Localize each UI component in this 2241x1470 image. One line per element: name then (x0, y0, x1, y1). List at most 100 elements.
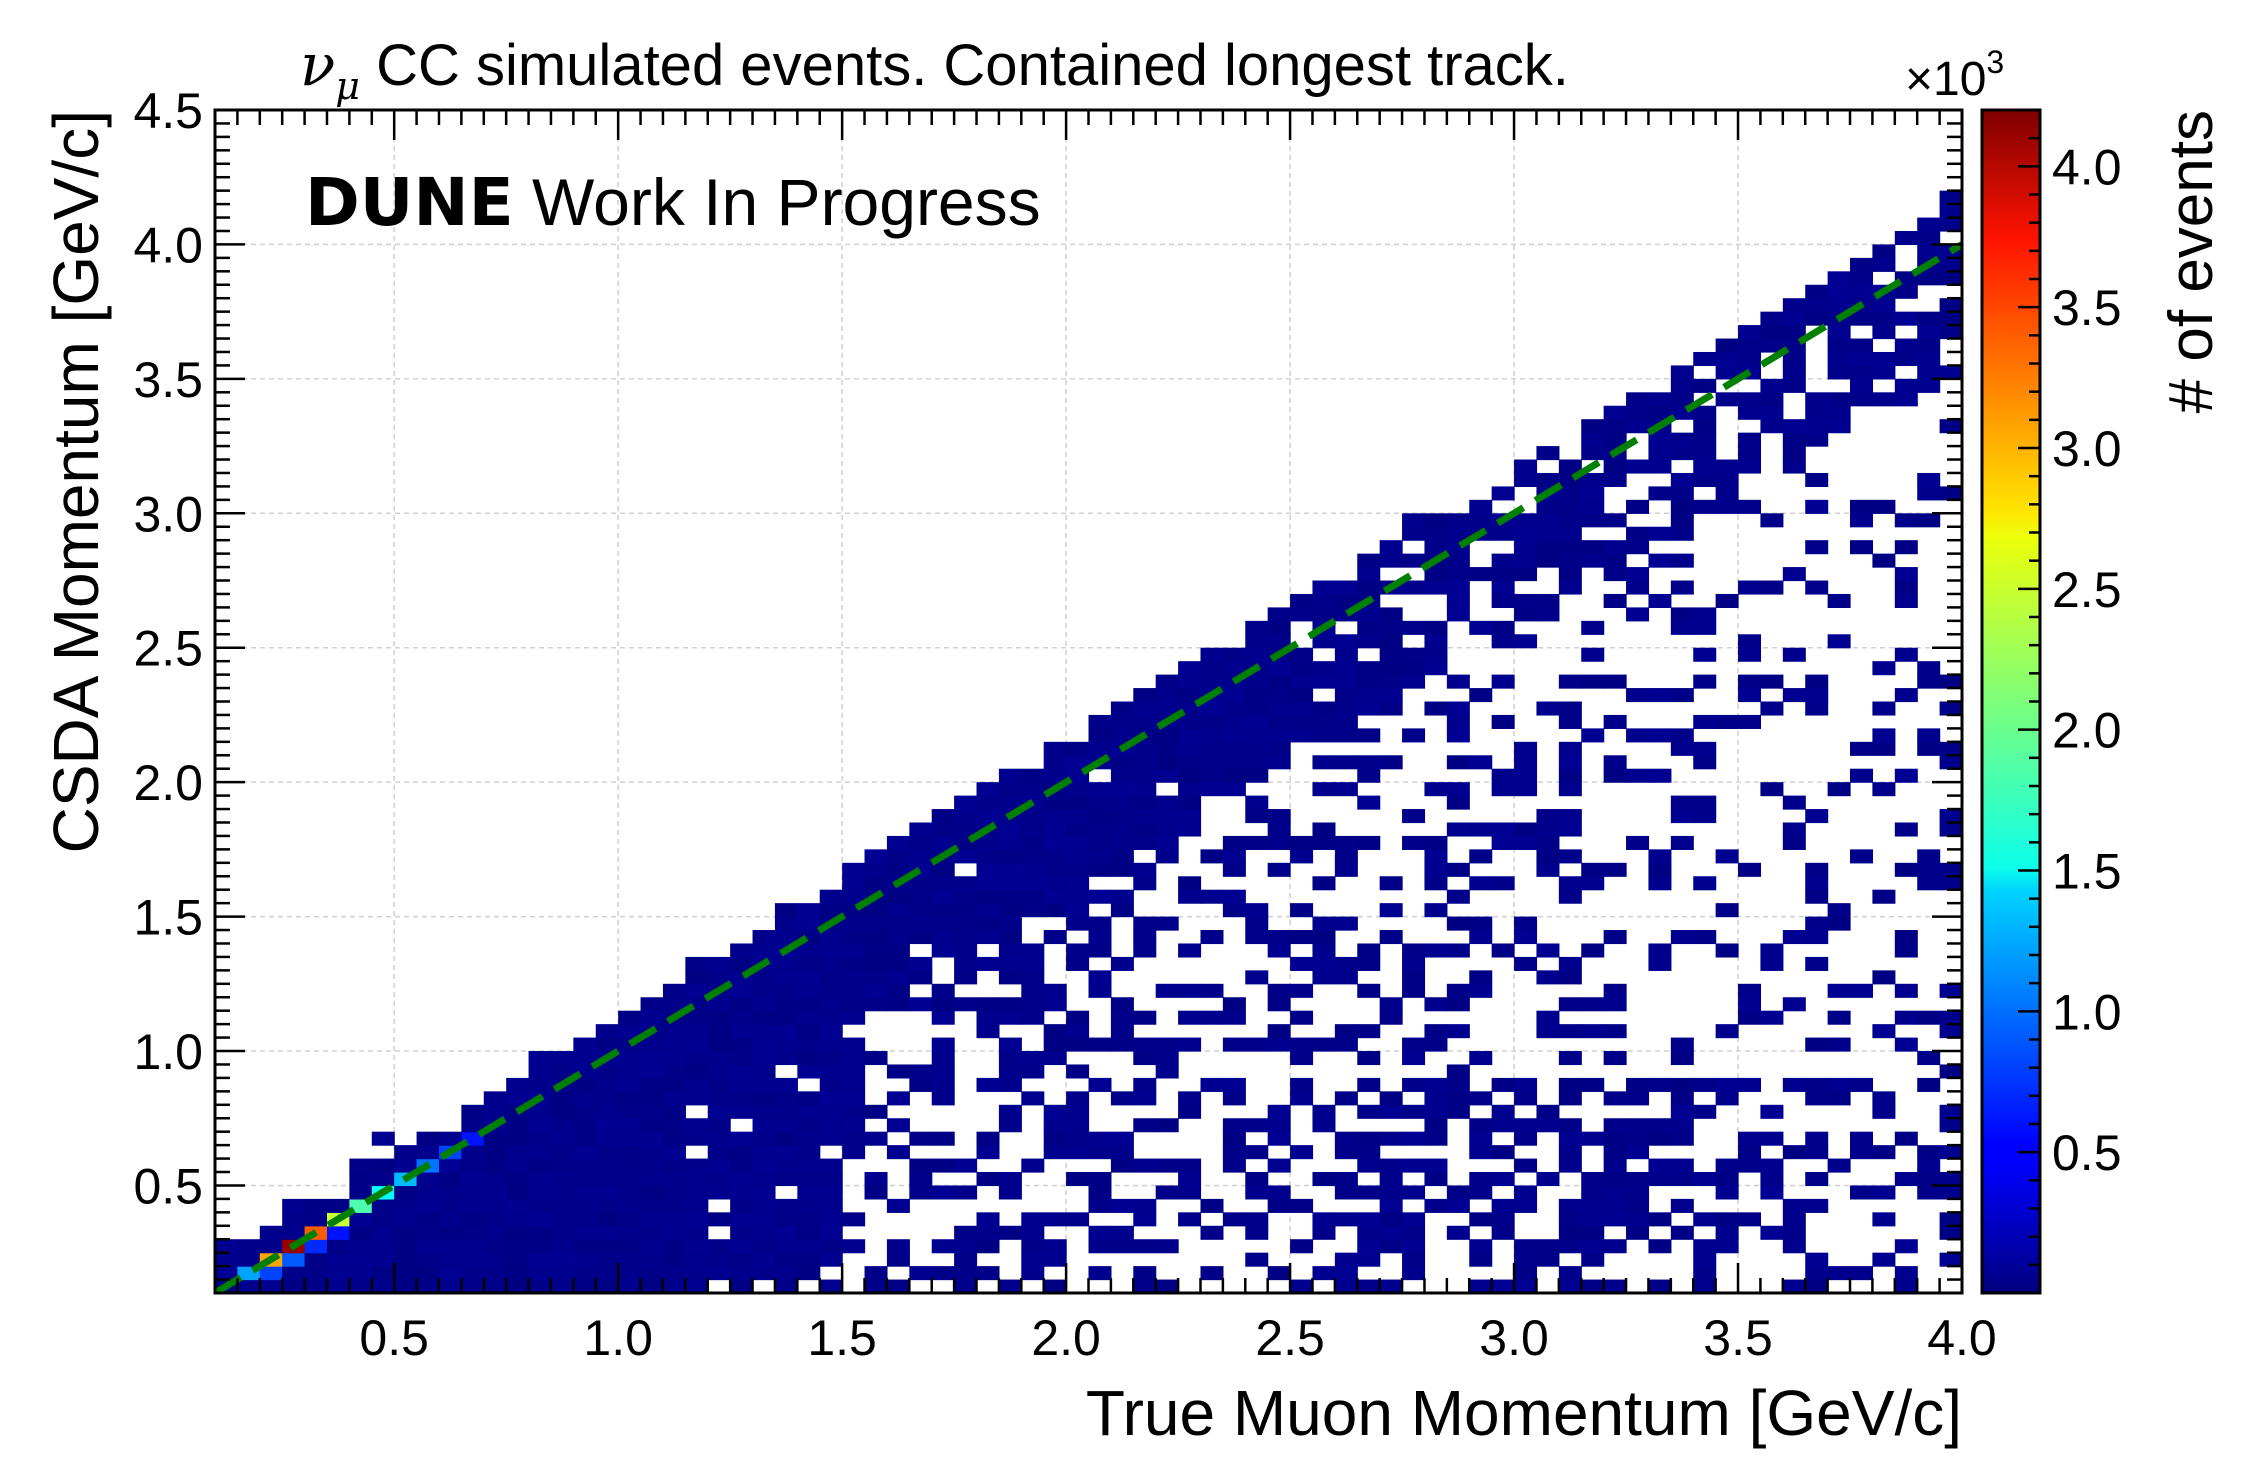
heatmap-cell (1715, 943, 1739, 958)
heatmap-cell (1133, 1279, 1157, 1293)
heatmap-cell (1110, 782, 1134, 797)
heatmap-cell (797, 1051, 821, 1066)
heatmap-cell (1155, 809, 1179, 824)
heatmap-cell (1424, 620, 1448, 635)
heatmap-cell (1446, 862, 1470, 877)
heatmap-cell (595, 1185, 619, 1200)
heatmap-cell (1088, 889, 1112, 904)
heatmap-cell (1021, 1158, 1045, 1173)
heatmap-cell (1894, 1131, 1918, 1146)
heatmap-cell (1514, 1252, 1538, 1267)
heatmap-cell (326, 1279, 350, 1293)
heatmap-cell (1805, 1252, 1829, 1267)
heatmap-cell (237, 1279, 261, 1293)
heatmap-cell (371, 1131, 395, 1146)
heatmap-cell (1312, 593, 1336, 608)
heatmap-cell (842, 1077, 866, 1092)
heatmap-cell (1290, 983, 1314, 998)
heatmap-cell (998, 1279, 1022, 1293)
heatmap-cell (797, 1091, 821, 1106)
heatmap-cell (1334, 1172, 1358, 1187)
heatmap-cell (1222, 1091, 1246, 1106)
heatmap-cell (1805, 1037, 1829, 1052)
heatmap-cell (1133, 1118, 1157, 1133)
heatmap-cell (954, 809, 978, 824)
heatmap-cell (1312, 1225, 1336, 1240)
heatmap-cell (752, 930, 776, 945)
heatmap-cell (797, 1010, 821, 1025)
heatmap-cell (1917, 1158, 1941, 1173)
heatmap-cell (1021, 997, 1045, 1012)
heatmap-cell (1222, 755, 1246, 770)
heatmap-cell (1805, 889, 1829, 904)
heatmap-cell (1693, 647, 1717, 662)
heatmap-cell (752, 1037, 776, 1052)
heatmap-cell (1558, 741, 1582, 756)
heatmap-cell (1469, 930, 1493, 945)
heatmap-cell (595, 1077, 619, 1092)
heatmap-cell (1872, 244, 1896, 259)
heatmap-cell (461, 1118, 485, 1133)
heatmap-cell (438, 1225, 462, 1240)
heatmap-cell (1043, 1051, 1067, 1066)
heatmap-cell (1066, 1037, 1090, 1052)
heatmap-cell (1402, 1225, 1426, 1240)
heatmap-cell (1222, 1037, 1246, 1052)
heatmap-cell (1648, 526, 1672, 541)
heatmap-cell (1357, 1051, 1381, 1066)
heatmap-cell (1581, 513, 1605, 528)
heatmap-cell (685, 1064, 709, 1079)
heatmap-cell (819, 1172, 843, 1187)
heatmap-cell (1782, 298, 1806, 313)
heatmap-cell (1043, 1037, 1067, 1052)
heatmap-cell (1379, 553, 1403, 568)
heatmap-cell (1693, 351, 1717, 367)
heatmap-cell (1357, 661, 1381, 676)
heatmap-cell (1536, 1118, 1560, 1133)
heatmap-cell (774, 983, 798, 998)
heatmap-cell (1850, 311, 1874, 326)
heatmap-cell (1805, 432, 1829, 447)
heatmap-cell (371, 1279, 395, 1293)
heatmap-cell (1581, 1024, 1605, 1039)
heatmap-cell (506, 1172, 530, 1187)
heatmap-cell (1872, 970, 1896, 985)
heatmap-cell (259, 1225, 283, 1240)
heatmap-cell (1200, 701, 1224, 716)
heatmap-cell (662, 1252, 686, 1267)
heatmap-cell (1536, 540, 1560, 555)
heatmap-cell (1290, 903, 1314, 918)
heatmap-cell (774, 1118, 798, 1133)
heatmap-cell (998, 835, 1022, 850)
heatmap-cell (1424, 1091, 1448, 1106)
heatmap-cell (618, 1266, 642, 1281)
heatmap-cell (819, 1024, 843, 1039)
heatmap-cell (1379, 540, 1403, 555)
heatmap-cell (1894, 1172, 1918, 1187)
heatmap-cell (618, 1077, 642, 1092)
heatmap-cell (416, 1172, 440, 1187)
heatmap-cell (1715, 849, 1739, 864)
heatmap-cell (1670, 835, 1694, 850)
heatmap-cell (685, 1010, 709, 1025)
heatmap-cell (573, 1252, 597, 1267)
heatmap-cell (1917, 338, 1941, 353)
heatmap-cell (640, 1145, 664, 1160)
heatmap-cell (886, 1252, 910, 1267)
heatmap-cell (1648, 849, 1672, 864)
y-tick-label: 3.0 (133, 486, 203, 542)
heatmap-cell (1357, 1158, 1381, 1173)
heatmap-cell (1222, 1158, 1246, 1173)
heatmap-cell (1805, 472, 1829, 488)
heatmap-cell (1693, 459, 1717, 474)
heatmap-cell (1805, 674, 1829, 689)
heatmap-cell (1066, 795, 1090, 810)
heatmap-cell (1670, 1037, 1694, 1052)
heatmap-cell (1066, 862, 1090, 877)
heatmap-cell (1536, 835, 1560, 850)
heatmap-cell (1738, 674, 1762, 689)
heatmap-cell (1693, 607, 1717, 622)
heatmap-cell (842, 1145, 866, 1160)
heatmap-cell (1066, 741, 1090, 756)
heatmap-cell (1379, 930, 1403, 945)
